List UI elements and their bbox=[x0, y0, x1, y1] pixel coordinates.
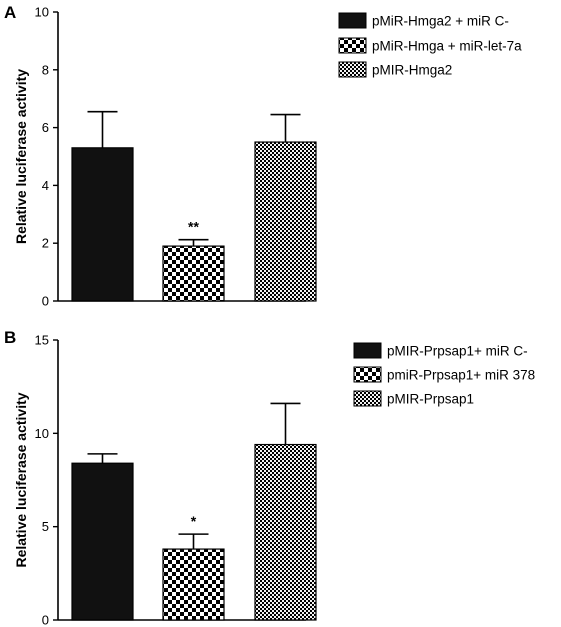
y-tick-label: 10 bbox=[35, 5, 49, 20]
legend-swatch bbox=[338, 12, 367, 29]
legend-swatch bbox=[353, 342, 382, 359]
chart-panels: A 0 2 4 6 8 10 Relative luciferase activity ** pM… bbox=[4, 3, 535, 627]
chart-panel-b: B 0 5 10 15 Relative luciferase activity * pMIR… bbox=[4, 328, 535, 627]
legend-swatch bbox=[353, 390, 382, 407]
bar bbox=[254, 141, 317, 302]
y-tick-label: 0 bbox=[42, 294, 49, 309]
y-tick-label: 4 bbox=[42, 178, 49, 193]
legend: pMiR-Hmga2 + miR C-pMiR-Hmga + miR-let-7… bbox=[338, 12, 522, 78]
y-tick-label: 10 bbox=[35, 426, 49, 441]
legend-label: pMIR-Prpsap1 bbox=[387, 392, 474, 407]
y-axis-label: Relative luciferase activity bbox=[13, 392, 29, 567]
y-tick-label: 15 bbox=[35, 333, 49, 348]
significance-label: ** bbox=[188, 219, 199, 235]
y-tick-label: 2 bbox=[42, 236, 49, 251]
legend-label: pMIR-Hmga2 bbox=[372, 63, 452, 78]
chart-panel-a: A 0 2 4 6 8 10 Relative luciferase activity ** pM… bbox=[4, 3, 522, 309]
panel-letter: A bbox=[4, 3, 16, 22]
legend-swatch bbox=[338, 61, 367, 78]
legend-label: pmiR-Prpsap1+ miR 378 bbox=[387, 368, 535, 383]
significance-label: * bbox=[191, 513, 197, 529]
bar bbox=[71, 462, 134, 621]
legend-swatch bbox=[338, 37, 367, 54]
bar bbox=[162, 548, 225, 621]
bar bbox=[71, 147, 134, 302]
legend: pMIR-Prpsap1+ miR C-pmiR-Prpsap1+ miR 37… bbox=[353, 342, 535, 407]
panel-letter: B bbox=[4, 328, 16, 347]
legend-label: pMiR-Hmga + miR-let-7a bbox=[372, 39, 522, 54]
y-tick-label: 8 bbox=[42, 62, 49, 77]
y-axis-label: Relative luciferase activity bbox=[13, 69, 29, 244]
y-tick-label: 0 bbox=[42, 613, 49, 627]
bar bbox=[254, 443, 317, 621]
legend-label: pMiR-Hmga2 + miR C- bbox=[372, 14, 509, 29]
bar bbox=[162, 245, 225, 302]
legend-swatch bbox=[353, 366, 382, 383]
legend-label: pMIR-Prpsap1+ miR C- bbox=[387, 344, 528, 359]
y-tick-label: 6 bbox=[42, 120, 49, 135]
y-tick-label: 5 bbox=[42, 519, 49, 534]
